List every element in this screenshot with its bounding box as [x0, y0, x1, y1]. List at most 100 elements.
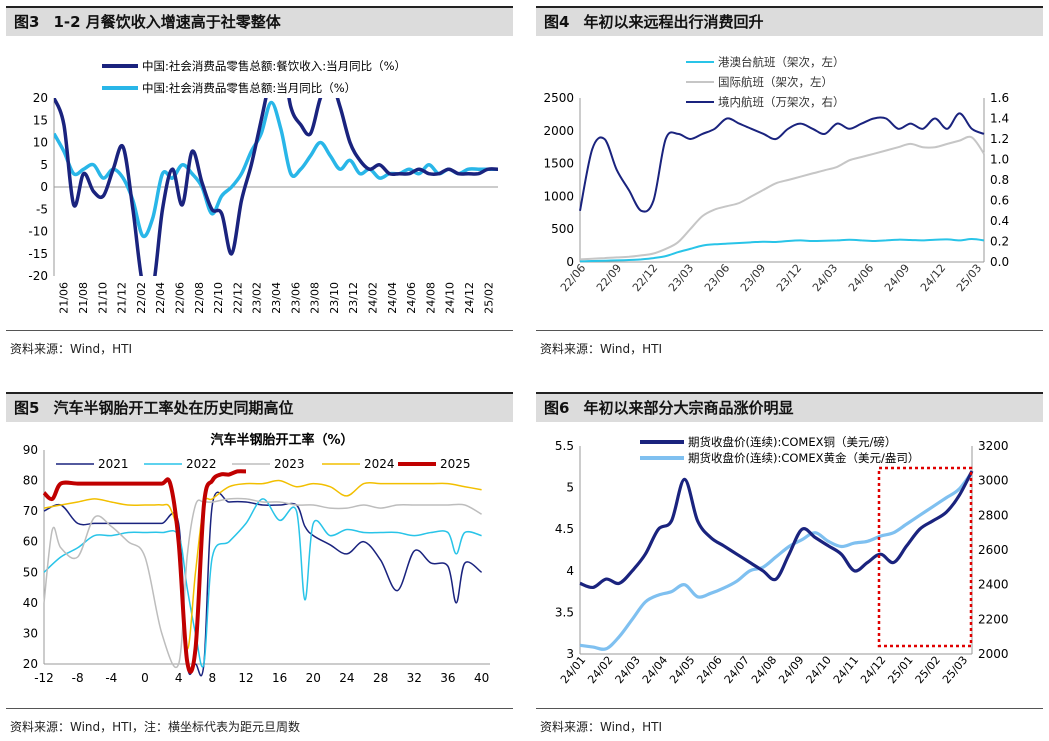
- x-tick-label: 22/12: [630, 262, 660, 295]
- source-note: 资料来源：Wind，HTI，注：横坐标代表为距元旦周数: [10, 720, 301, 734]
- y-tick-label: 500: [551, 222, 574, 236]
- x-tick-label: 22/02: [135, 282, 148, 314]
- legend-label: 中国:社会消费品零售总额:餐饮收入:当月同比（%）: [142, 59, 406, 73]
- x-tick-label: 28: [373, 671, 388, 685]
- x-tick-label: 24/10: [444, 282, 457, 314]
- x-tick-label: 24: [339, 671, 354, 685]
- x-tick-label: 22/12: [231, 282, 244, 314]
- x-tick-label: 24/10: [804, 654, 834, 687]
- x-tick-label: 24/03: [613, 654, 643, 687]
- legend-label: 2021: [98, 457, 129, 471]
- y-tick-label: 0: [566, 255, 574, 269]
- x-tick-label: 24/02: [585, 654, 615, 687]
- legend-label: 境内航班（万架次，右）: [718, 95, 845, 109]
- series-line: [42, 469, 247, 674]
- x-tick-label: 21/08: [77, 282, 90, 314]
- x-tick-label: 24/12: [858, 654, 888, 687]
- x-tick-label: 25/01: [885, 654, 915, 687]
- chart-fig3: -20 -15 -10 -5 0 5 10 15 20 21/06 21/08 21/10 21/12 2…: [28, 59, 498, 314]
- x-tick-label: 4: [175, 671, 183, 685]
- x-tick-label: 23/02: [251, 282, 264, 314]
- y2-tick-label: 2400: [978, 578, 1009, 592]
- x-tick-label: 23/09: [738, 262, 768, 295]
- x-tick-label: 24/05: [667, 654, 697, 687]
- legend-label: 2024: [364, 457, 395, 471]
- x-tick-label: 23/08: [309, 282, 322, 314]
- y-tick-label: -10: [28, 225, 48, 239]
- x-tick-label: 21/06: [58, 282, 71, 314]
- y2-tick-label: 2600: [978, 543, 1009, 557]
- panel-fig4: 图4 年初以来远程出行消费回升 0 500 1000 1500 2000 2500 0.0 0.…: [536, 6, 1043, 366]
- y-tick-label: -5: [36, 202, 48, 216]
- series-line: [579, 470, 974, 590]
- x-tick-label: 24/02: [367, 282, 380, 314]
- y2-tick-label: 3200: [978, 439, 1009, 453]
- legend-label: 2023: [274, 457, 305, 471]
- series-line: [43, 479, 482, 650]
- y-tick-label: 20: [23, 657, 38, 671]
- series-line: [579, 237, 985, 263]
- x-tick-label: 0: [141, 671, 149, 685]
- legend-label: 中国:社会消费品零售总额:当月同比（%）: [142, 81, 356, 95]
- series-line: [579, 471, 974, 651]
- y-tick-label: 2000: [543, 124, 574, 138]
- x-tick-label: 24/08: [424, 282, 437, 314]
- series-line: [54, 100, 498, 239]
- y2-tick-label: 0.0: [990, 255, 1009, 269]
- series-line: [43, 498, 482, 668]
- highlight-box: [877, 466, 973, 648]
- x-tick-label: 8: [208, 671, 216, 685]
- y2-tick-label: 1.4: [990, 112, 1009, 126]
- x-tick-label: 20: [306, 671, 321, 685]
- series-line: [579, 135, 985, 261]
- x-tick-label: 24/06: [405, 282, 418, 314]
- y-tick-label: 1000: [543, 189, 574, 203]
- y2-tick-label: 2000: [978, 647, 1009, 661]
- x-tick-label: 24/04: [386, 282, 399, 314]
- x-tick-label: 22/08: [193, 282, 206, 314]
- chart-title: 汽车半钢胎开工率（%）: [210, 432, 353, 448]
- x-tick-label: 23/06: [702, 262, 732, 295]
- y-tick-label: 90: [23, 443, 38, 457]
- y-tick-label: 4.5: [555, 522, 574, 536]
- x-tick-label: 24/09: [776, 654, 806, 687]
- x-tick-label: 25/03: [954, 262, 984, 295]
- y2-tick-label: 0.4: [990, 214, 1009, 228]
- chart-fig5: 汽车半钢胎开工率（%） 20 30 40 50 60 70 80 90 -12 -8 -4 0 4 8 12 1…: [23, 432, 490, 685]
- x-tick-label: 23/06: [289, 282, 302, 314]
- x-tick-label: 24/06: [846, 262, 876, 295]
- panel-title: 图4 年初以来远程出行消费回升: [536, 6, 1043, 36]
- x-tick-label: 22/10: [212, 282, 225, 314]
- y-tick-label: 3.5: [555, 605, 574, 619]
- y2-tick-label: 2200: [978, 612, 1009, 626]
- y-tick-label: 5: [40, 158, 48, 172]
- series-line: [43, 497, 482, 668]
- x-tick-label: 32: [407, 671, 422, 685]
- legend-label: 期货收盘价(连续):COMEX铜（美元/磅）: [688, 435, 896, 449]
- x-tick-label: 23/04: [270, 282, 283, 314]
- x-tick-label: 25/02: [913, 654, 943, 687]
- y-tick-label: 0: [40, 180, 48, 194]
- x-tick-label: 24/09: [882, 262, 912, 295]
- y-tick-label: -20: [28, 269, 48, 283]
- y-tick-label: 60: [23, 535, 38, 549]
- x-tick-label: 24/12: [918, 262, 948, 295]
- x-tick-label: 22/09: [594, 262, 624, 295]
- x-tick-label: 12: [238, 671, 253, 685]
- x-tick-label: -12: [34, 671, 54, 685]
- y-tick-label: 5: [566, 481, 574, 495]
- y2-tick-label: 0.8: [990, 173, 1009, 187]
- y2-tick-label: 0.2: [990, 235, 1009, 249]
- x-tick-label: 23/03: [666, 262, 696, 295]
- x-tick-label: 23/10: [328, 282, 341, 314]
- x-tick-label: 21/12: [116, 282, 129, 314]
- y-tick-label: 40: [23, 596, 38, 610]
- y-tick-label: 15: [33, 113, 48, 127]
- y-tick-label: 30: [23, 626, 38, 640]
- panel-fig5: 图5 汽车半钢胎开工率处在历史同期高位 汽车半钢胎开工率（%） 20 30 40 50 60…: [6, 392, 513, 737]
- y-tick-label: 80: [23, 474, 38, 488]
- x-tick-label: 24/01: [558, 654, 588, 687]
- series-line: [579, 112, 985, 213]
- y-tick-label: 20: [33, 91, 48, 105]
- x-tick-label: 25/03: [940, 654, 970, 687]
